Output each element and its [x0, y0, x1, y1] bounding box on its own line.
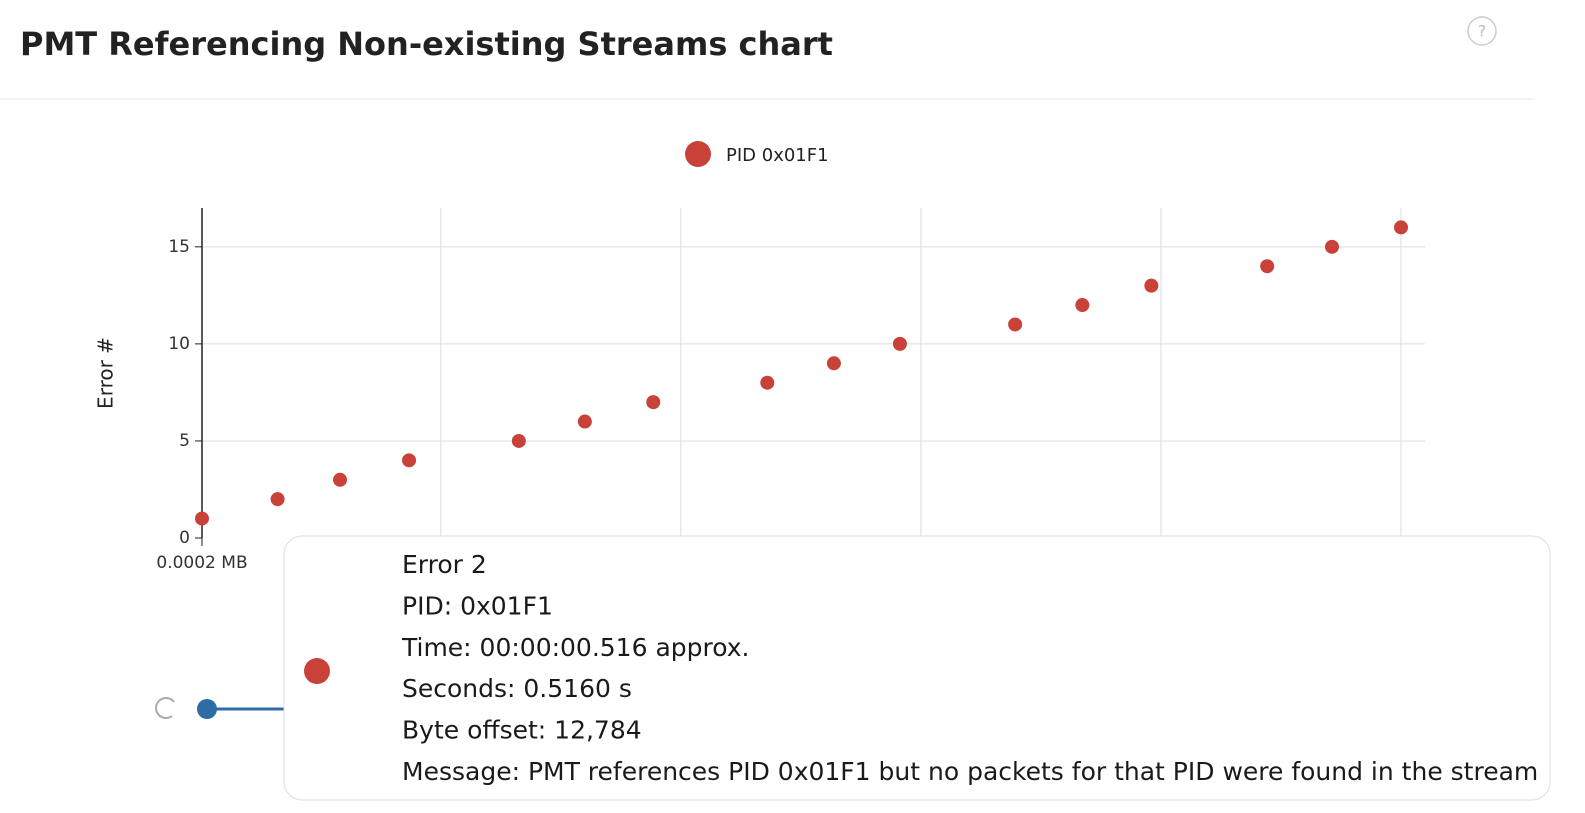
tooltip-line: Seconds: 0.5160 s	[402, 674, 632, 703]
tooltip-line: Byte offset: 12,784	[402, 716, 642, 745]
tooltip-line: PID: 0x01F1	[402, 591, 553, 620]
tooltip-marker	[304, 658, 330, 684]
point	[646, 395, 661, 410]
tooltip: Error 2 PID: 0x01F1 Time: 00:00:00.516 app…	[283, 535, 1551, 801]
tooltip-line: Error 2	[402, 550, 487, 579]
tooltip-box	[283, 535, 1551, 801]
point	[1075, 298, 1090, 313]
point	[1008, 317, 1023, 332]
point	[270, 492, 285, 507]
tooltip-line: Time: 00:00:00.516 approx.	[401, 633, 750, 662]
slider-handle[interactable]	[197, 699, 217, 719]
help-icon[interactable]: ?	[1467, 16, 1497, 46]
point	[760, 375, 775, 390]
point	[1393, 220, 1408, 235]
reset-icon[interactable]	[155, 697, 175, 719]
legend-marker	[685, 141, 711, 167]
y-tick-label: 10	[168, 334, 190, 354]
point	[577, 414, 592, 429]
y-axis-label: Error #	[94, 337, 118, 409]
point	[511, 433, 526, 448]
tooltip-line: Message: PMT references PID 0x01F1 but n…	[402, 757, 1538, 786]
legend[interactable]: PID 0x01F1	[685, 141, 829, 167]
point	[402, 453, 417, 468]
y-tick-label: 0	[179, 528, 190, 548]
point	[892, 336, 907, 351]
point	[826, 356, 841, 371]
help-circle[interactable]	[1467, 16, 1497, 46]
point	[1144, 278, 1159, 293]
y-tick-label: 15	[168, 237, 190, 257]
x-tick-label: 0.0002 MB	[156, 553, 247, 573]
y-tick-label: 5	[179, 431, 190, 451]
point	[1260, 259, 1275, 274]
help-mark[interactable]: ?	[1478, 22, 1487, 41]
chart-title: PMT Referencing Non-existing Streams cha…	[20, 25, 833, 63]
point	[195, 511, 209, 526]
point	[1324, 239, 1339, 254]
slider[interactable]	[155, 697, 290, 719]
point	[333, 472, 348, 487]
legend-label: PID 0x01F1	[726, 145, 829, 166]
